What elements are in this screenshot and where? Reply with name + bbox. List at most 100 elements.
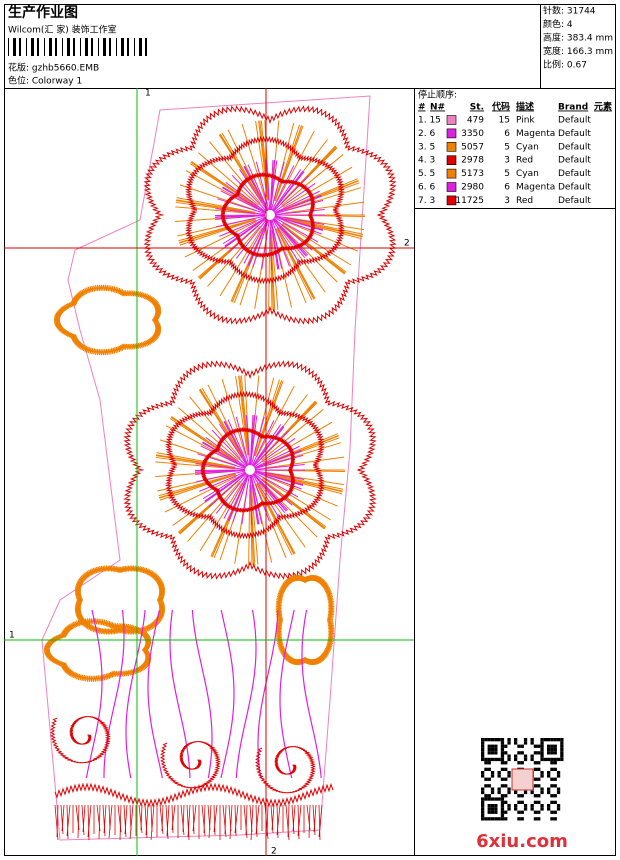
qr-module bbox=[500, 794, 505, 798]
guide-label: 1 bbox=[9, 631, 15, 641]
qr-module bbox=[497, 774, 501, 778]
qr-module bbox=[556, 774, 561, 778]
stitch bbox=[250, 474, 259, 525]
stitch bbox=[245, 415, 251, 466]
stitch bbox=[270, 160, 278, 211]
stitch bbox=[253, 472, 293, 506]
stitch bbox=[222, 186, 266, 213]
qr-module bbox=[484, 761, 488, 765]
bar bbox=[91, 38, 93, 56]
qr-module bbox=[497, 771, 501, 775]
bar bbox=[13, 38, 16, 56]
stitch bbox=[254, 470, 305, 481]
qr-module bbox=[500, 804, 505, 808]
stitch bbox=[192, 804, 197, 832]
code: 3 bbox=[504, 156, 510, 166]
stitch bbox=[204, 472, 247, 502]
qr-module bbox=[517, 817, 521, 821]
guide-label: 1 bbox=[145, 89, 151, 99]
qr-module bbox=[530, 804, 534, 808]
qr-module bbox=[500, 761, 505, 765]
qr-module bbox=[523, 804, 528, 808]
stitch bbox=[274, 125, 304, 202]
qr-module bbox=[537, 777, 541, 781]
stitch bbox=[228, 217, 267, 253]
qr-module bbox=[540, 744, 544, 748]
stitch bbox=[108, 804, 113, 839]
qr-module bbox=[560, 751, 564, 755]
info-line: 宽度: 166.3 mm bbox=[543, 45, 613, 57]
stitch bbox=[238, 375, 249, 456]
stitch bbox=[145, 804, 149, 836]
stitch bbox=[318, 804, 323, 838]
seq: 4. 3 bbox=[418, 156, 435, 166]
stitch bbox=[201, 804, 206, 837]
stitch bbox=[234, 804, 237, 837]
qr-module bbox=[553, 738, 557, 742]
description: Magenta bbox=[516, 129, 555, 139]
qr-module bbox=[490, 738, 495, 742]
stitch bbox=[253, 430, 289, 467]
qr-module bbox=[481, 810, 485, 814]
qr-module bbox=[520, 761, 524, 765]
column-header: # bbox=[418, 103, 426, 113]
stitch bbox=[272, 218, 307, 257]
qr-module bbox=[556, 771, 561, 775]
qr-module bbox=[481, 751, 485, 755]
stitch bbox=[219, 227, 263, 297]
stitch bbox=[284, 217, 364, 235]
qr-module bbox=[500, 754, 505, 758]
stitch bbox=[187, 480, 241, 542]
bar bbox=[55, 38, 57, 56]
description: Pink bbox=[516, 116, 535, 126]
qr-module bbox=[547, 787, 551, 791]
qr-module bbox=[481, 747, 485, 752]
qr-module bbox=[523, 741, 528, 745]
stitch bbox=[224, 804, 227, 835]
bar bbox=[37, 38, 39, 56]
stitch bbox=[249, 415, 255, 466]
qr-module bbox=[550, 744, 554, 748]
stitch bbox=[251, 474, 270, 522]
stitch bbox=[197, 453, 246, 470]
stitch bbox=[227, 129, 264, 202]
qr-module bbox=[540, 754, 544, 758]
stitch bbox=[262, 477, 332, 521]
qr-module bbox=[500, 744, 505, 748]
qr-module bbox=[494, 747, 498, 752]
stitch bbox=[138, 804, 143, 834]
stitch bbox=[169, 609, 191, 779]
stitch bbox=[179, 184, 256, 211]
stitch bbox=[87, 804, 90, 841]
brand: Default bbox=[558, 142, 591, 152]
stitch bbox=[176, 200, 256, 214]
bar bbox=[145, 38, 147, 56]
qr-module bbox=[487, 784, 491, 788]
stitch bbox=[219, 133, 263, 203]
bar bbox=[31, 38, 34, 56]
stitch bbox=[143, 105, 397, 325]
qr-module bbox=[494, 744, 498, 748]
stitch bbox=[175, 206, 256, 215]
qr-module bbox=[490, 807, 495, 811]
stitch bbox=[282, 222, 352, 266]
qr-module bbox=[490, 787, 495, 791]
stitch bbox=[61, 804, 65, 832]
qr-module bbox=[500, 797, 505, 801]
qr-module bbox=[547, 790, 551, 795]
qr-module bbox=[481, 757, 485, 762]
stitch bbox=[98, 804, 101, 840]
qr-module bbox=[540, 738, 544, 742]
qr-module bbox=[500, 810, 505, 814]
swatch bbox=[446, 115, 457, 125]
qr-module bbox=[540, 787, 544, 791]
stitch bbox=[171, 804, 176, 831]
stitches: 5173 bbox=[461, 169, 484, 179]
stitch bbox=[217, 198, 266, 215]
stitch bbox=[239, 168, 268, 212]
column-header: 描述 bbox=[516, 101, 534, 113]
stitch bbox=[66, 804, 69, 840]
qr-module bbox=[537, 794, 541, 798]
stitches: 2980 bbox=[461, 183, 484, 193]
qr-module bbox=[547, 804, 551, 808]
